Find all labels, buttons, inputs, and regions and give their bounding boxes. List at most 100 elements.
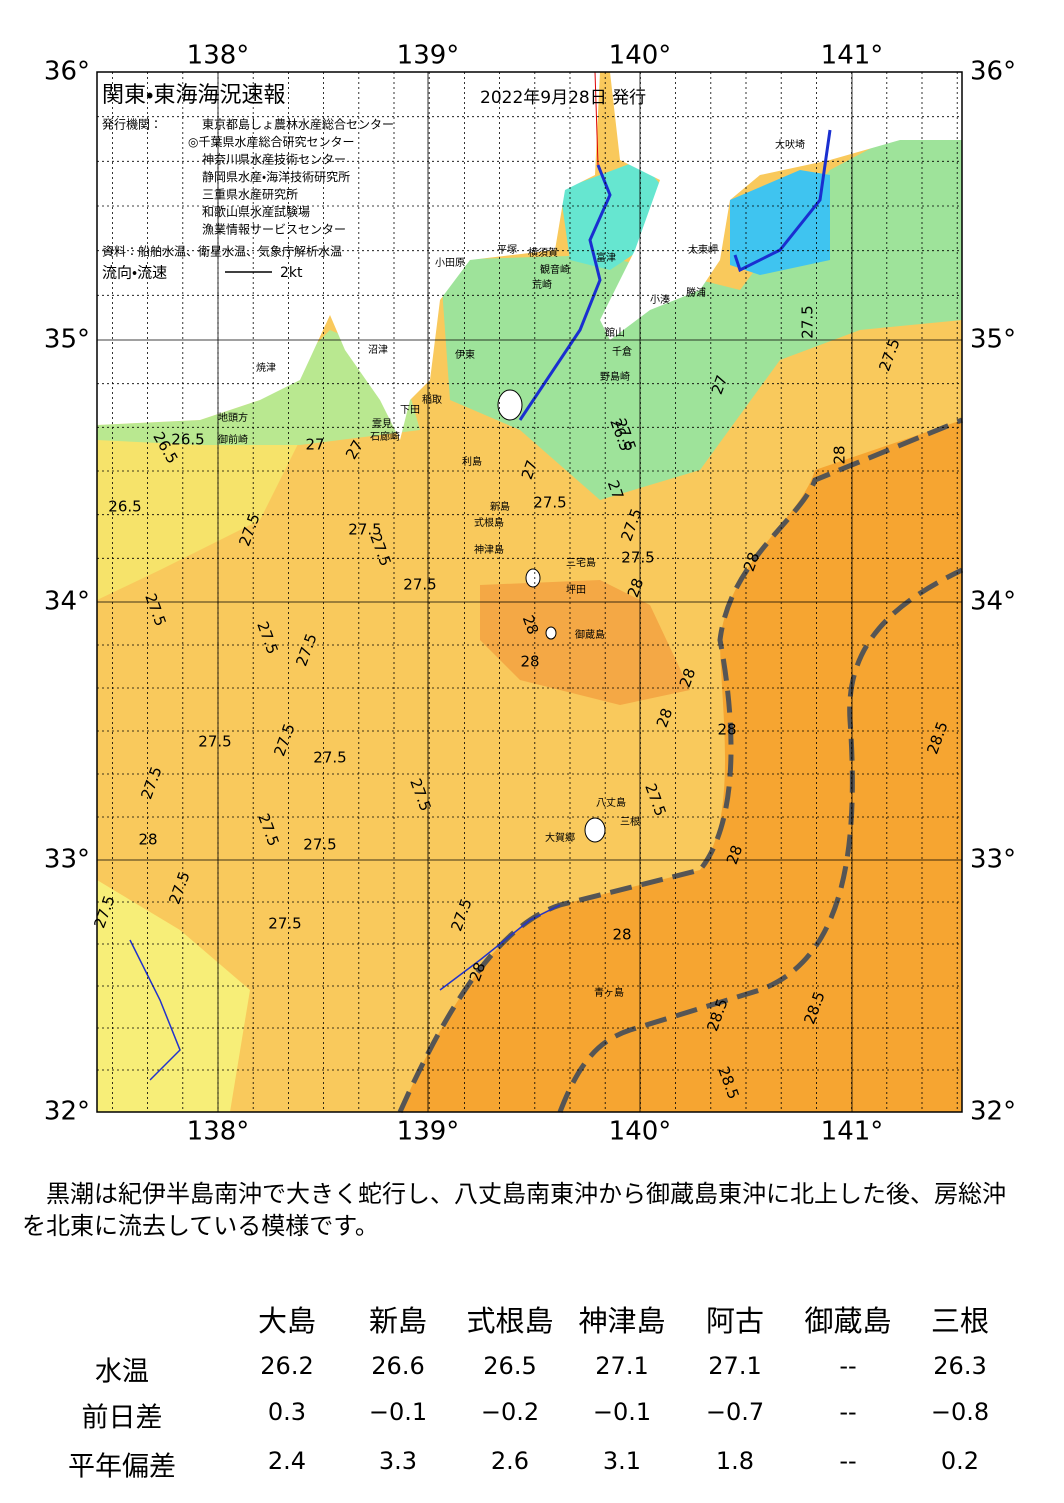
cell: 26.5 [483, 1352, 536, 1380]
issue-date: 2022年9月28日 発行 [480, 88, 646, 108]
publisher: 和歌山県水産試験場 [202, 204, 310, 219]
latitude-label: 34° [970, 587, 1016, 617]
cell: 26.2 [260, 1352, 313, 1380]
place-name: 八丈島 [596, 796, 626, 809]
contour-label: 28 [653, 706, 676, 730]
cell: 1.8 [716, 1447, 754, 1475]
publisher: 神奈川県水産技術センター [202, 152, 346, 167]
publisher: 東京都島しょ農林水産総合センター [202, 117, 394, 132]
place-name: 御前崎 [218, 433, 248, 446]
publisher: ◎千葉県水産総合研究センター [188, 134, 354, 149]
map-labels: 関東・東海海況速報 2022年9月28日 発行 発行機関： 資料：船舶水温、衛星… [90, 83, 951, 1102]
cell: −0.1 [369, 1398, 427, 1426]
latitude-label: 35° [44, 325, 90, 355]
contour-label: 27 [604, 478, 627, 502]
place-name: 新島 [490, 500, 510, 513]
source: 資料：船舶水温、衛星水温、気象庁解析水温 [102, 244, 342, 259]
cell: −0.1 [593, 1398, 651, 1426]
contour-label: 27 [305, 436, 324, 454]
description: 黒潮は紀伊半島南沖で大きく蛇行し、八丈島南東沖から御蔵島東沖に北上した後、房総沖… [22, 1180, 1006, 1240]
column-header: 神津島 [578, 1304, 665, 1338]
contour-label: 27.5 [533, 494, 566, 512]
cell: 27.1 [595, 1352, 648, 1380]
legend-label: 流向・流速 [102, 264, 167, 282]
cell: 2.4 [268, 1447, 306, 1475]
cell: 0.2 [941, 1447, 979, 1475]
place-name: 太東岬 [688, 243, 718, 256]
cell: 3.1 [603, 1447, 641, 1475]
row-label: 前日差 [82, 1403, 163, 1434]
contour-label: 27.5 [403, 576, 436, 594]
contour-label: 27.5 [348, 521, 381, 539]
contour-label: 28 [723, 843, 746, 867]
contour-label: 27.5 [268, 915, 301, 933]
contour-label: 28 [138, 831, 157, 849]
latitude-label: 36° [970, 57, 1016, 87]
column-header: 新島 [369, 1304, 427, 1338]
longitude-label: 141° [821, 1117, 884, 1147]
column-header: 御蔵島 [804, 1304, 891, 1338]
cell: −0.7 [706, 1398, 764, 1426]
longitude-label: 140° [609, 1117, 672, 1147]
longitude-label: 140° [609, 41, 672, 71]
cell: 3.3 [379, 1447, 417, 1475]
place-name: 地頭方 [218, 411, 248, 424]
cell: -- [839, 1352, 856, 1380]
contour-label: 26.5 [108, 498, 141, 516]
cell: −0.8 [931, 1398, 989, 1426]
contour-label: 28 [612, 926, 631, 944]
place-name: 千倉 [612, 346, 632, 358]
contour-label: 28 [831, 445, 849, 464]
longitude-label: 138° [187, 1117, 250, 1147]
column-header: 大島 [258, 1304, 316, 1338]
place-name: 青ヶ島 [594, 986, 624, 999]
cell: -- [839, 1398, 856, 1426]
publisher: 静岡県水産・海洋技術研究所 [202, 169, 350, 184]
latitude-label: 33° [44, 845, 90, 875]
place-name: 大吠埼 [775, 138, 805, 151]
place-name: 御蔵島 [575, 628, 605, 641]
contour-label: 28 [519, 613, 542, 637]
place-name: 三根 [620, 815, 640, 828]
cell: 27.1 [708, 1352, 761, 1380]
contour-label: 27.5 [799, 305, 817, 338]
map-title: 関東・東海海況速報 [102, 83, 285, 108]
contour-label: 28 [740, 550, 763, 574]
contour-label: 28 [717, 721, 736, 739]
place-name: 小田原 [435, 257, 465, 269]
place-name: 館山 [605, 326, 625, 339]
place-name: 三宅島 [566, 556, 596, 569]
contour-label: 28 [676, 666, 699, 690]
map-frame [96, 71, 963, 1113]
contour-label: 28 [624, 576, 647, 600]
place-name: 平塚 [497, 244, 517, 256]
row-label: 水温 [95, 1357, 149, 1388]
place-name: 焼津 [256, 362, 276, 374]
contour-label: 28 [520, 653, 539, 671]
legend-scale: 2kt [280, 265, 303, 281]
cell: 26.3 [933, 1352, 986, 1380]
publisher: 漁業情報サービスセンター [202, 223, 346, 237]
longitude-label: 138° [187, 41, 250, 71]
cell: -- [839, 1447, 856, 1475]
cell: 2.6 [491, 1447, 529, 1475]
place-name: 石廊崎 [370, 430, 400, 443]
place-name: 富津 [596, 251, 616, 264]
place-name: 利島 [462, 455, 482, 468]
latitude-label: 33° [970, 845, 1016, 875]
cell: −0.2 [481, 1398, 539, 1426]
publisher: 三重県水産研究所 [202, 188, 298, 202]
latitude-label: 32° [44, 1097, 90, 1127]
place-name: 観音崎 [540, 263, 570, 276]
place-name: 坪田 [566, 583, 586, 596]
place-name: 沼津 [368, 343, 388, 356]
longitude-label: 139° [397, 41, 460, 71]
place-name: 野島崎 [600, 370, 630, 383]
contour-label: 27.5 [198, 733, 231, 751]
longitude-label: 139° [397, 1117, 460, 1147]
row-label: 平年偏差 [68, 1452, 176, 1483]
sea-temperature-map: 関東・東海海況速報 2022年9月28日 発行 発行機関： 資料：船舶水温、衛星… [44, 41, 1016, 1147]
contour-label: 27.5 [303, 836, 336, 854]
contour-label: 28 [466, 960, 489, 984]
